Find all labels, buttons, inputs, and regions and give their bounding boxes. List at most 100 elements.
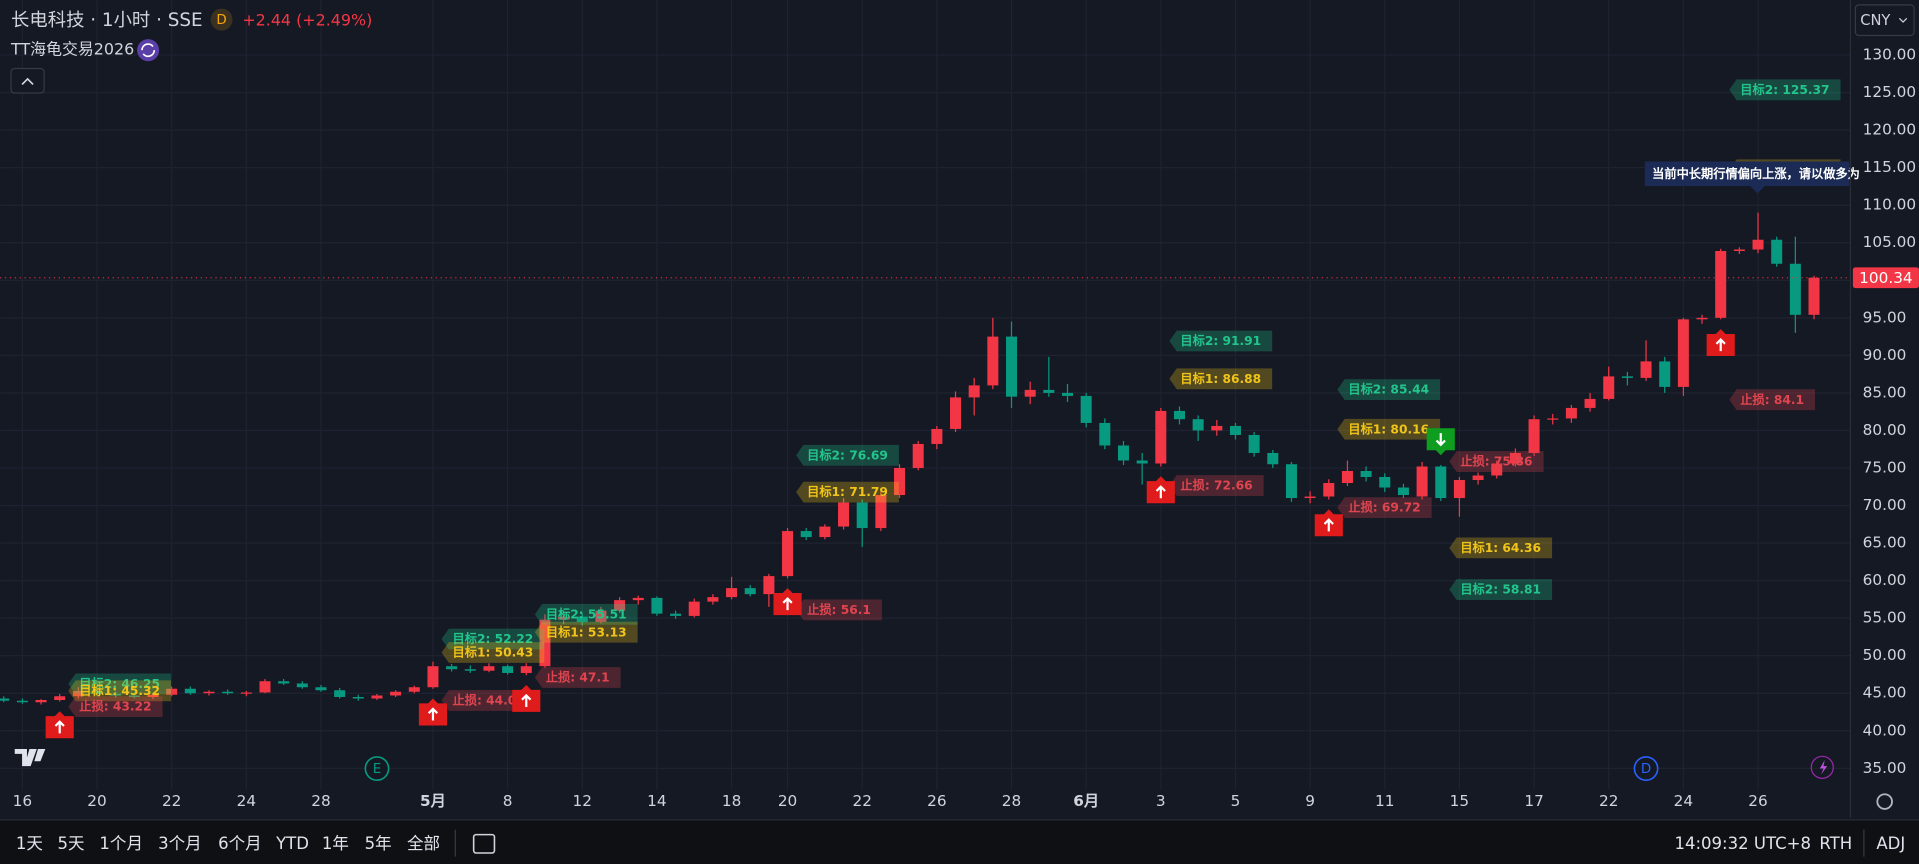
range-button[interactable]: 5天 bbox=[58, 834, 85, 853]
range-button[interactable]: 全部 bbox=[407, 834, 440, 853]
candle-body bbox=[408, 687, 420, 692]
signal-label-box bbox=[68, 680, 172, 702]
candle-body bbox=[54, 696, 66, 700]
range-button[interactable]: YTD bbox=[275, 834, 309, 853]
candle-body bbox=[1043, 389, 1055, 393]
last-price-label: 100.34 bbox=[1859, 269, 1912, 287]
candle-body bbox=[1509, 452, 1521, 464]
signal-label: 止损: 72.66 bbox=[1169, 475, 1264, 496]
badge-bg bbox=[210, 8, 233, 31]
y-tick-label: 65.00 bbox=[1863, 534, 1907, 552]
currency-button[interactable] bbox=[1854, 4, 1915, 37]
range-button[interactable]: 6个月 bbox=[218, 834, 262, 853]
signal-label: 目标1: 80.16 bbox=[1337, 418, 1441, 440]
signal-label-box bbox=[1337, 379, 1441, 401]
candle-body bbox=[1547, 418, 1559, 420]
x-tick-label: 11 bbox=[1375, 792, 1394, 810]
badge: D bbox=[216, 13, 226, 28]
candle-body bbox=[1640, 361, 1652, 378]
price-change: +2.44 (+2.49%) bbox=[242, 10, 372, 29]
y-tick-label: 45.00 bbox=[1863, 684, 1907, 702]
candle-body bbox=[1584, 398, 1596, 408]
candle-body bbox=[1603, 376, 1615, 399]
candle-body bbox=[688, 601, 700, 616]
x-tick-label: 28 bbox=[311, 792, 330, 810]
signal-label-text: 止损: 75.86 bbox=[1460, 454, 1532, 469]
x-tick-label: 9 bbox=[1305, 792, 1315, 810]
x-tick-label: 24 bbox=[1674, 792, 1693, 810]
lightning-icon[interactable] bbox=[1810, 755, 1834, 779]
signal-label-box bbox=[796, 599, 882, 621]
candle-body bbox=[296, 683, 308, 688]
candle-body bbox=[1715, 251, 1727, 318]
signal-label-box bbox=[68, 673, 172, 695]
signal-label-box bbox=[796, 444, 899, 466]
x-tick-label: 8 bbox=[503, 792, 513, 810]
signal-arrow bbox=[1323, 518, 1334, 532]
signal-label-text: 目标2: 58.81 bbox=[1460, 582, 1541, 597]
signal-label: 目标2: 85.44 bbox=[1337, 379, 1441, 401]
candle-body bbox=[1696, 317, 1708, 320]
signal-label-text: 止损: 84.1 bbox=[1740, 392, 1804, 407]
candle-body bbox=[1565, 407, 1577, 419]
candle-body bbox=[1192, 419, 1204, 431]
range-button[interactable]: 1个月 bbox=[99, 834, 143, 853]
candle-body bbox=[315, 687, 327, 691]
y-tick-label: 35.00 bbox=[1863, 759, 1907, 777]
y-tick-label: 80.00 bbox=[1863, 421, 1907, 439]
candle-body bbox=[1771, 239, 1783, 264]
candle-body bbox=[1472, 475, 1484, 481]
signal-label-box bbox=[1729, 79, 1841, 101]
range-button[interactable]: 1天 bbox=[16, 834, 43, 853]
signal-label-text: 止损: 72.66 bbox=[1180, 478, 1252, 493]
signal-label-box bbox=[441, 642, 545, 663]
signal-label-text: 目标1: 64.36 bbox=[1460, 540, 1541, 555]
candle-body bbox=[1397, 487, 1409, 496]
calendar-icon[interactable] bbox=[472, 833, 496, 854]
signal-label: 目标1: 45.32 bbox=[68, 680, 172, 702]
range-button[interactable]: 5年 bbox=[365, 834, 392, 853]
indicator-icon[interactable] bbox=[137, 39, 160, 62]
signal-label-box bbox=[1729, 389, 1816, 411]
signal-label-text: 止损: 43.22 bbox=[79, 699, 151, 714]
y-tick-label: 125.00 bbox=[1863, 83, 1916, 101]
x-tick-label: 28 bbox=[1002, 792, 1021, 810]
candle-body bbox=[1528, 419, 1540, 453]
refresh-icon bbox=[141, 43, 156, 58]
session-button[interactable]: RTH bbox=[1819, 834, 1852, 853]
candle-body bbox=[334, 690, 346, 697]
adjust-button[interactable]: ADJ bbox=[1876, 834, 1905, 853]
candle-body bbox=[502, 666, 514, 673]
signal-label-box bbox=[1337, 497, 1432, 519]
x-tick-label: 15 bbox=[1450, 792, 1469, 810]
signal-label-box bbox=[534, 603, 638, 625]
toolbar bbox=[0, 819, 1919, 864]
candle-body bbox=[1136, 460, 1148, 464]
chevron bbox=[1898, 17, 1908, 23]
clock: 14:09:32 UTC+8 bbox=[1674, 834, 1811, 853]
settings-icon[interactable] bbox=[1876, 793, 1893, 810]
signal-label-text: 目标2: 125.37 bbox=[1740, 82, 1829, 97]
signal-label: 止损: 84.1 bbox=[1729, 389, 1816, 411]
candle-body bbox=[1155, 410, 1167, 464]
x-tick-label: 20 bbox=[87, 792, 106, 810]
y-tick-label: 115.00 bbox=[1863, 158, 1916, 176]
candle-body bbox=[1099, 422, 1111, 446]
candle-body bbox=[203, 691, 215, 694]
y-tick-label: 70.00 bbox=[1863, 496, 1907, 514]
signal-label: 目标2: 46.25 bbox=[68, 673, 172, 695]
grid bbox=[0, 0, 1851, 790]
x-tick-label: 22 bbox=[162, 792, 181, 810]
candle-body bbox=[763, 576, 775, 595]
range-button[interactable]: 1年 bbox=[322, 834, 349, 853]
signal-label-box bbox=[1169, 330, 1273, 352]
collapse-button[interactable] bbox=[10, 67, 45, 94]
signal-label-box bbox=[1169, 368, 1273, 390]
candle-body bbox=[800, 531, 812, 538]
candle-body bbox=[670, 613, 682, 616]
candle-body bbox=[1285, 464, 1297, 499]
signal-arrow bbox=[427, 707, 439, 721]
range-button[interactable]: 3个月 bbox=[158, 834, 202, 853]
